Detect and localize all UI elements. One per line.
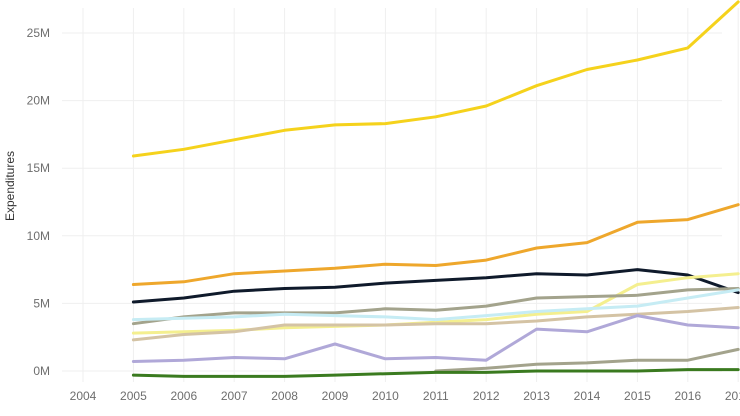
x-tick-label: 2012 xyxy=(473,389,500,403)
y-tick-label: 10M xyxy=(27,229,50,243)
series-line-3 xyxy=(131,268,740,304)
x-tick-label: 2008 xyxy=(271,389,298,403)
x-tick-label: 2013 xyxy=(523,389,550,403)
series-line-8 xyxy=(131,314,740,363)
x-tick-label: 2010 xyxy=(372,389,399,403)
x-tick-label: 2009 xyxy=(322,389,349,403)
y-tick-label: 5M xyxy=(33,296,50,310)
series-line-1 xyxy=(131,0,740,158)
x-tick-label: 2015 xyxy=(624,389,651,403)
x-tick-label: 2016 xyxy=(674,389,701,403)
series-lines xyxy=(131,0,740,378)
x-tick-label: 2017 xyxy=(725,389,740,403)
series-line-5 xyxy=(131,287,740,326)
y-tick-label: 25M xyxy=(27,26,50,40)
series-line-10 xyxy=(131,368,740,378)
y-tick-label: 20M xyxy=(27,94,50,108)
x-tick-label: 2011 xyxy=(423,389,449,403)
x-tick-label: 2005 xyxy=(120,389,147,403)
y-tick-label: 0M xyxy=(33,364,50,378)
x-axis-ticks: 2004 2005 2006 2007 2008 2009 2010 2011 2012 2013… xyxy=(70,389,740,403)
x-tick-label: 2004 xyxy=(70,389,97,403)
y-axis-ticks: 0M 5M 10M 15M 20M 25M xyxy=(27,26,50,378)
y-tick-label: 15M xyxy=(27,161,50,175)
series-line-6 xyxy=(131,288,740,322)
y-axis-title: Expenditures xyxy=(3,151,17,221)
series-line-2 xyxy=(131,203,740,286)
x-tick-label: 2007 xyxy=(221,389,248,403)
x-tick-label: 2014 xyxy=(574,389,601,403)
x-tick-label: 2006 xyxy=(170,389,197,403)
series-line-9 xyxy=(434,347,740,373)
